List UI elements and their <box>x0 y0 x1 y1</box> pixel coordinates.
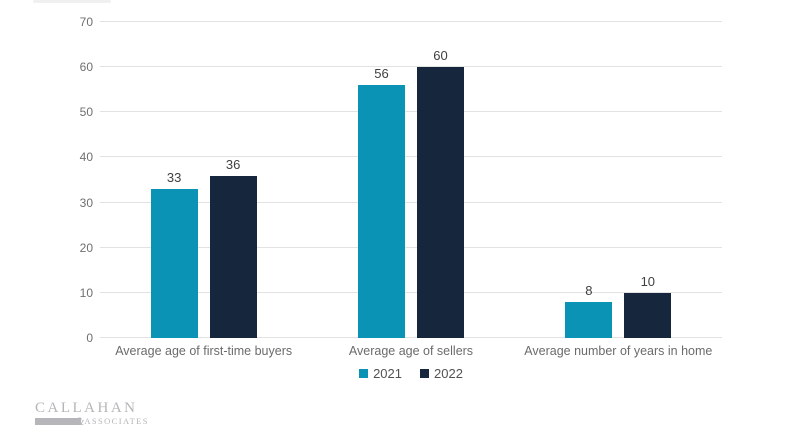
y-axis-tick-labels: 0 10 20 30 40 50 60 70 <box>0 15 93 345</box>
bar-value-label: 60 <box>433 48 448 64</box>
logo-associates-text: ASSOCIATES <box>84 416 149 426</box>
legend-swatch-2022 <box>420 369 429 378</box>
category-label-1: Average age of sellers <box>348 344 474 358</box>
bar-value-label: 36 <box>225 156 241 172</box>
bar-2022-1: 60 <box>416 48 464 338</box>
logo-subline: & ASSOCIATES <box>35 414 148 428</box>
y-tick-label-70: 70 <box>79 15 93 29</box>
y-tick-label-20: 20 <box>79 240 93 255</box>
bar-value-label: 10 <box>640 273 656 289</box>
y-tick-label-50: 50 <box>79 105 93 120</box>
x-axis-category-labels: Average age of first-time buyers Average … <box>100 344 722 359</box>
bar-2021-1: 56 <box>357 66 405 338</box>
bar-group-0: 33 36 <box>100 22 307 338</box>
logo-bar <box>35 418 81 425</box>
legend-swatch-2021 <box>359 369 369 378</box>
gridline-60 <box>100 66 722 68</box>
gridline-50 <box>100 111 722 113</box>
gridline-70 <box>100 21 722 22</box>
bar-2022-2: 10 <box>624 274 672 338</box>
gridline-20 <box>100 246 722 248</box>
logo-ampersand: & <box>75 414 85 428</box>
callahan-logo: CALLAHAN & ASSOCIATES <box>35 400 148 428</box>
y-tick-label-60: 60 <box>79 60 93 75</box>
bar-group-1: 56 60 <box>307 22 514 338</box>
bar-group-2: 8 10 <box>515 22 722 338</box>
legend: 2021 2022 <box>100 366 722 381</box>
gridline-10 <box>100 291 722 293</box>
bar-value-label: 33 <box>166 170 182 186</box>
gridline-30 <box>100 201 722 203</box>
y-tick-label-30: 30 <box>79 195 93 210</box>
bar-2022-0: 36 <box>209 157 257 338</box>
bar-value-label: 8 <box>585 282 593 298</box>
gridline-40 <box>100 156 722 158</box>
logo-wordmark: CALLAHAN <box>35 400 138 416</box>
bar-value-label: 56 <box>374 66 389 82</box>
y-tick-label-40: 40 <box>79 150 93 165</box>
bar-2021-0: 33 <box>150 170 198 338</box>
plot-area: 33 36 56 60 8 10 <box>100 21 722 338</box>
legend-label-2021: 2021 <box>373 366 402 381</box>
gridline-0 <box>100 337 722 338</box>
bar-2021-2: 8 <box>565 283 613 338</box>
cropped-edge-artifact <box>33 0 111 3</box>
y-tick-label-0: 0 <box>86 331 93 345</box>
legend-item-2022: 2022 <box>420 366 463 381</box>
legend-item-2021: 2021 <box>359 366 402 381</box>
category-label-2: Average number of years in home <box>524 344 713 358</box>
category-label-0: Average age of first-time buyers <box>115 344 293 358</box>
y-tick-label-10: 10 <box>79 285 93 300</box>
legend-label-2022: 2022 <box>434 366 463 381</box>
